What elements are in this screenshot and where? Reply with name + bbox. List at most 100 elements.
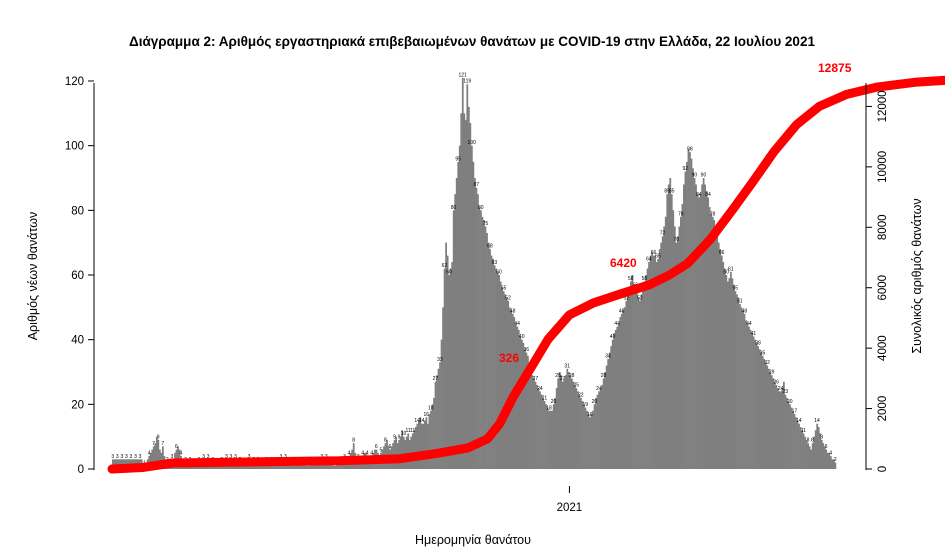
bar-value-label: 3 <box>225 454 228 460</box>
bar-value-label: 100 <box>468 140 477 146</box>
y-tick-label: 60 <box>71 270 84 282</box>
bar <box>533 378 535 469</box>
bar <box>472 161 475 470</box>
bar-value-label: 33 <box>437 357 443 363</box>
bar <box>402 436 405 469</box>
bar <box>766 365 769 469</box>
bar <box>483 220 485 469</box>
bar <box>504 294 507 469</box>
bar <box>443 268 446 469</box>
bar <box>193 465 196 469</box>
bar <box>630 281 632 469</box>
bar-value-label: 9 <box>393 434 396 440</box>
bars-group <box>112 77 837 470</box>
bar <box>583 404 585 469</box>
bar <box>458 145 461 469</box>
bar <box>407 433 410 469</box>
bar <box>116 459 119 469</box>
bar <box>339 462 341 469</box>
bar <box>420 423 423 469</box>
bar <box>787 401 790 469</box>
bar-value-label: 31 <box>564 363 570 369</box>
bar <box>543 401 546 469</box>
bar <box>642 287 644 469</box>
bar-value-label: 28 <box>569 373 575 379</box>
bar <box>528 362 531 469</box>
bar <box>646 268 649 469</box>
bar <box>578 394 581 469</box>
bar-value-label: 3 <box>116 454 119 460</box>
bar <box>710 213 713 469</box>
bar <box>634 287 637 469</box>
bar-value-label: 44 <box>746 321 752 327</box>
bar <box>696 194 699 469</box>
bar <box>501 287 504 469</box>
bar <box>658 249 661 469</box>
bar <box>522 342 525 469</box>
bar-value-label: 4 <box>148 451 151 457</box>
bar <box>242 465 245 469</box>
bar-value-label: 11 <box>410 428 415 434</box>
bar-value-label: 6 <box>375 444 378 450</box>
bar-value-label: 3 <box>139 454 142 460</box>
bar <box>112 459 114 469</box>
bar <box>814 430 817 469</box>
bar <box>817 426 820 469</box>
bar-value-label: 3 <box>284 454 287 460</box>
bar <box>673 226 676 469</box>
bar <box>616 326 619 469</box>
bar <box>530 372 532 469</box>
bar <box>834 462 837 469</box>
bar <box>243 465 246 469</box>
bar <box>551 410 554 469</box>
bar <box>692 168 694 470</box>
bar-value-label: 24 <box>596 386 602 392</box>
bar <box>620 313 623 469</box>
bar <box>687 148 690 469</box>
bar-value-label: 27 <box>533 376 539 382</box>
bar <box>536 384 538 469</box>
bar <box>152 446 155 469</box>
bar-value-label: 18 <box>428 405 434 411</box>
bar-value-label: 6 <box>825 444 828 450</box>
bar <box>195 465 198 469</box>
bar-value-label: 18 <box>546 405 552 411</box>
bar <box>258 465 261 469</box>
bar <box>489 249 491 469</box>
bar-value-label: 121 <box>458 72 467 78</box>
bar <box>575 388 578 469</box>
bar-value-label: 119 <box>463 79 471 85</box>
bar-value-label: 4 <box>829 451 832 457</box>
bar-value-label: 3 <box>202 454 205 460</box>
bar-value-label: 48 <box>619 308 625 314</box>
bar <box>660 242 663 469</box>
bar <box>637 297 640 469</box>
bar-value-label: 66 <box>719 250 725 256</box>
right-y-axis: 0 2000 4000 6000 8000 10000 12000 <box>865 83 889 472</box>
bar <box>702 178 705 469</box>
bar <box>422 423 425 469</box>
bar <box>666 194 669 469</box>
bar <box>602 378 605 469</box>
bar-value-label: 51 <box>737 299 743 305</box>
bar <box>433 397 435 469</box>
bar <box>593 404 596 469</box>
bar <box>726 281 729 469</box>
bar <box>466 84 469 469</box>
bar <box>274 465 276 469</box>
bar-value-label: 20 <box>592 399 598 405</box>
bar-value-label: 3 <box>207 454 210 460</box>
bar <box>333 465 335 469</box>
bar <box>463 113 466 469</box>
bar <box>622 310 625 469</box>
bar <box>731 278 734 469</box>
bar <box>651 252 653 469</box>
bar <box>337 462 340 469</box>
bar-value-label: 64 <box>646 257 652 263</box>
bar <box>625 300 628 469</box>
bar <box>832 459 835 469</box>
bar <box>576 391 579 469</box>
bar <box>648 262 650 469</box>
y2-tick-label: 12000 <box>877 90 889 122</box>
bar <box>719 249 722 469</box>
